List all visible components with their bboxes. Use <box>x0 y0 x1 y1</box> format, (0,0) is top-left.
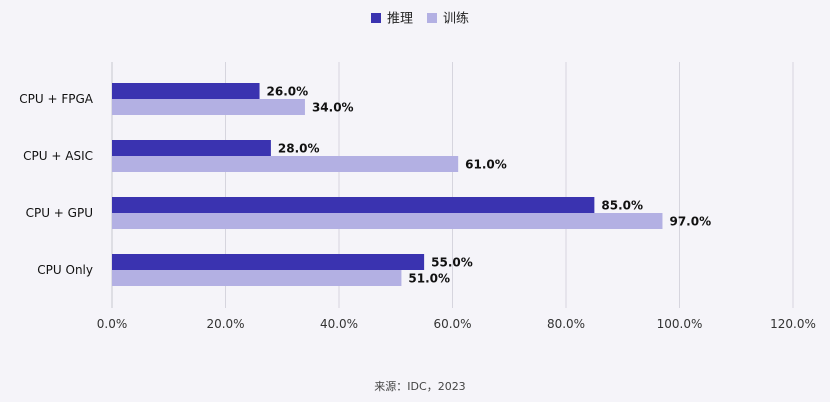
category-label: CPU Only <box>37 263 93 277</box>
data-label: 61.0% <box>465 158 507 172</box>
x-tick-label: 80.0% <box>547 317 585 331</box>
category-labels: CPU + FPGA CPU + ASIC CPU + GPU CPU Only <box>19 92 94 277</box>
category-label: CPU + FPGA <box>19 92 94 106</box>
bar <box>112 197 595 213</box>
bars: 26.0%34.0% 28.0% 61.0% 85.0% 97.0% 55.0% 51.0% <box>112 83 711 286</box>
x-tick-label: 40.0% <box>320 317 358 331</box>
bar <box>112 99 305 115</box>
data-label: 55.0% <box>431 256 473 270</box>
legend: 推理 训练 <box>371 12 469 27</box>
category-label: CPU + ASIC <box>23 149 93 163</box>
data-label: 97.0% <box>669 215 711 229</box>
bar <box>112 270 402 286</box>
bar <box>112 83 260 99</box>
bar <box>112 140 271 156</box>
x-tick-label: 120.0% <box>770 317 816 331</box>
x-tick-label: 0.0% <box>97 317 128 331</box>
source-note: 来源：IDC，2023 <box>374 379 465 393</box>
legend-swatch <box>371 13 381 23</box>
legend-label: 训练 <box>443 12 469 27</box>
data-label: 34.0% <box>312 101 354 115</box>
data-label: 26.0% <box>267 85 309 99</box>
legend-swatch <box>427 13 437 23</box>
data-label: 28.0% <box>278 142 320 156</box>
data-label: 85.0% <box>601 199 643 213</box>
category-label: CPU + GPU <box>26 206 93 220</box>
x-tick-labels: 0.0% 20.0% 40.0% 60.0% 80.0% 100.0% 120.0% <box>97 317 816 331</box>
legend-label: 推理 <box>387 12 413 27</box>
x-tick-label: 20.0% <box>206 317 244 331</box>
bar <box>112 254 425 270</box>
bar <box>112 213 663 229</box>
x-tick-label: 60.0% <box>433 317 471 331</box>
x-tick-label: 100.0% <box>657 317 703 331</box>
bar <box>112 156 459 172</box>
data-label: 51.0% <box>408 272 450 286</box>
